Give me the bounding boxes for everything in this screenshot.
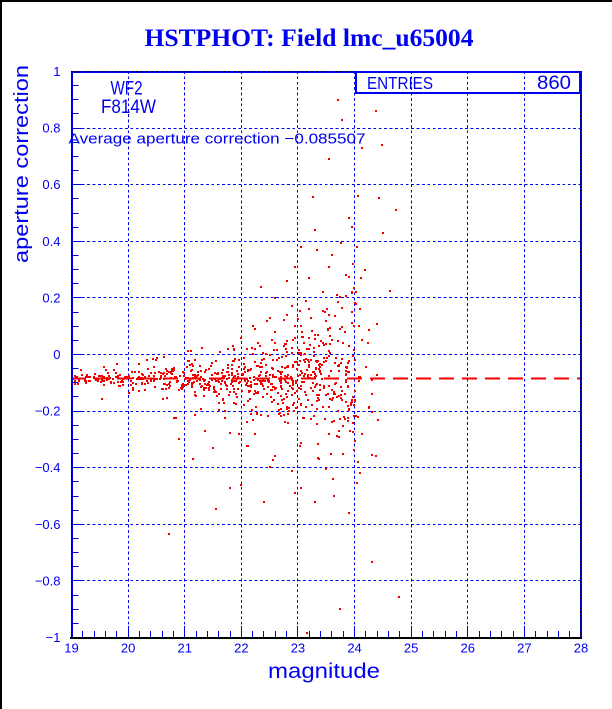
svg-text:ENTRIES: ENTRIES xyxy=(367,73,433,93)
svg-text:F814W: F814W xyxy=(101,97,156,118)
svg-text:HSTPHOT: Field lmc_u65004: HSTPHOT: Field lmc_u65004 xyxy=(145,25,475,52)
svg-text:−0.6: −0.6 xyxy=(35,517,61,532)
svg-text:−1: −1 xyxy=(46,630,61,645)
svg-text:24: 24 xyxy=(347,641,361,656)
svg-text:WF2: WF2 xyxy=(111,79,143,100)
svg-text:23: 23 xyxy=(291,641,305,656)
svg-text:22: 22 xyxy=(234,641,248,656)
svg-text:26: 26 xyxy=(461,641,475,656)
svg-text:0: 0 xyxy=(53,347,60,362)
svg-text:0.4: 0.4 xyxy=(42,234,60,249)
svg-text:Average aperture correction −0: Average aperture correction −0.085507 xyxy=(69,131,366,148)
svg-text:aperture correction: aperture correction xyxy=(11,65,33,263)
svg-text:0.6: 0.6 xyxy=(42,177,60,192)
svg-text:−0.2: −0.2 xyxy=(35,404,61,419)
svg-text:1: 1 xyxy=(53,64,60,79)
svg-text:−0.4: −0.4 xyxy=(35,460,61,475)
svg-text:magnitude: magnitude xyxy=(268,659,380,683)
svg-text:20: 20 xyxy=(121,641,135,656)
svg-text:21: 21 xyxy=(177,641,191,656)
svg-text:−0.8: −0.8 xyxy=(35,573,61,588)
svg-text:28: 28 xyxy=(574,641,588,656)
svg-text:19: 19 xyxy=(64,641,78,656)
svg-text:27: 27 xyxy=(517,641,531,656)
svg-text:25: 25 xyxy=(404,641,418,656)
svg-text:860: 860 xyxy=(537,73,571,94)
svg-text:0.2: 0.2 xyxy=(42,290,60,305)
svg-text:0.8: 0.8 xyxy=(42,121,60,136)
